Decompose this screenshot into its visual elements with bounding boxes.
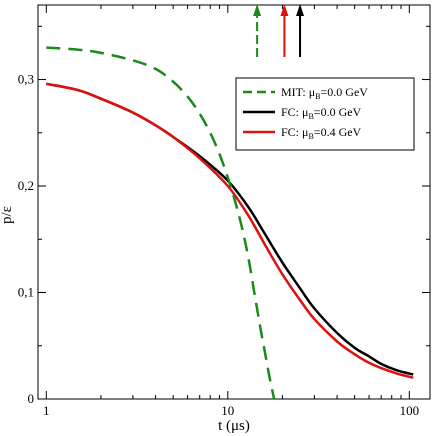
time-marker-arrow bbox=[253, 4, 262, 57]
x-tick-label: 1 bbox=[43, 403, 50, 418]
x-tick-label: 100 bbox=[400, 403, 420, 418]
y-axis-title: p/ε bbox=[0, 206, 15, 224]
legend-item: FC: μB=0.4 GeV bbox=[243, 125, 362, 141]
time-marker-arrow bbox=[296, 4, 305, 57]
y-tick-label: 0,2 bbox=[18, 178, 34, 193]
legend-item: FC: μB=0.0 GeV bbox=[243, 105, 362, 121]
legend: MIT: μB=0.0 GeV FC: μB=0.0 GeV FC: μB=0.4 … bbox=[235, 77, 415, 151]
legend-item: MIT: μB=0.0 GeV bbox=[243, 85, 368, 101]
y-tick-label: 0,3 bbox=[18, 72, 34, 87]
x-axis-title: t (μs) bbox=[218, 418, 250, 434]
markers-layer bbox=[253, 4, 305, 57]
axes: 1 10 100 0 0,1 0,2 0,3 bbox=[18, 5, 430, 418]
legend-label: FC: μB=0.4 GeV bbox=[281, 125, 362, 141]
legend-label: FC: μB=0.0 GeV bbox=[281, 105, 362, 121]
x-tick-label: 10 bbox=[221, 403, 234, 418]
time-marker-arrow bbox=[280, 4, 289, 57]
series-mit-mub-0-line bbox=[46, 46, 276, 399]
y-tick-label: 0 bbox=[28, 391, 35, 406]
y-tick-label: 0,1 bbox=[18, 285, 34, 300]
plot-frame bbox=[37, 4, 431, 400]
series-fc-mub-04-line bbox=[46, 82, 414, 379]
series-layer bbox=[46, 46, 414, 399]
legend-label: MIT: μB=0.0 GeV bbox=[281, 85, 368, 101]
legend-box bbox=[235, 77, 415, 151]
